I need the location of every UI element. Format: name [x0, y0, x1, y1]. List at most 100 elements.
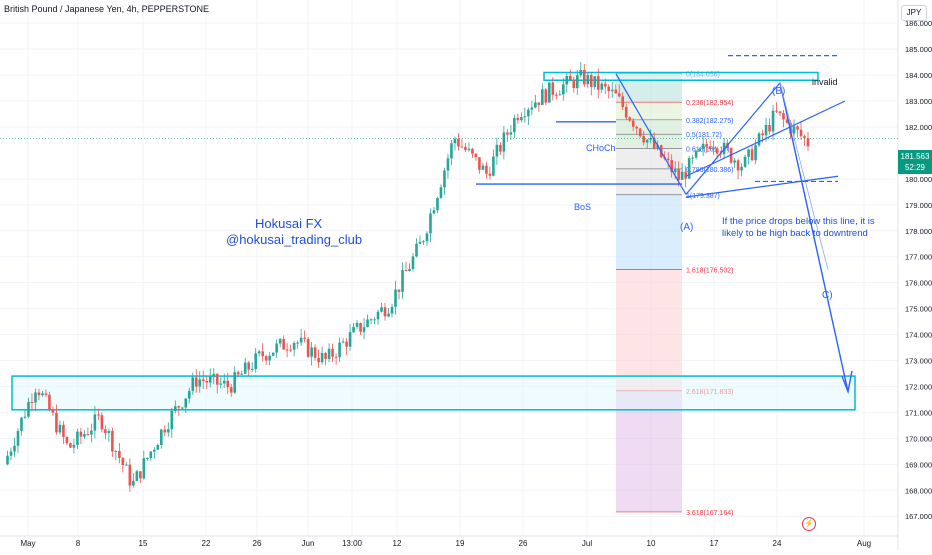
candle-body — [69, 443, 72, 448]
candle-body — [191, 377, 195, 391]
candle-body — [565, 75, 569, 85]
fib-zone — [616, 148, 682, 169]
candle-body — [670, 160, 673, 173]
fib-zone — [616, 134, 682, 149]
candle-body — [799, 129, 803, 137]
candle-body — [383, 307, 387, 317]
wave-c-projection — [779, 82, 849, 392]
price-axis-tick: 179.000 — [905, 201, 932, 210]
candle-body — [534, 102, 537, 108]
candle-body — [212, 373, 216, 377]
candle-body — [285, 349, 289, 351]
candle-body — [104, 429, 107, 434]
candle-body — [617, 93, 621, 97]
fib-zone — [616, 119, 682, 135]
candle-body — [747, 149, 750, 157]
candle-body — [156, 444, 160, 450]
candle-body — [380, 307, 383, 312]
candle-body — [139, 471, 142, 479]
candle-body — [694, 150, 698, 158]
candle-body — [48, 394, 51, 410]
price-tag-countdown: 52:29 — [904, 163, 926, 172]
candle-body — [436, 197, 439, 211]
candle-body — [443, 170, 446, 188]
candle-body — [771, 110, 775, 132]
candle-body — [128, 464, 132, 486]
candle-body — [247, 362, 250, 370]
candle-body — [782, 113, 785, 120]
candle-body — [261, 351, 264, 357]
candle-body — [338, 342, 341, 358]
candle-body — [411, 256, 415, 269]
candle-body — [628, 117, 632, 121]
candle-body — [754, 145, 757, 161]
currency-label[interactable]: JPY — [901, 5, 927, 21]
candle-body — [132, 480, 135, 486]
candle-body — [785, 119, 789, 123]
supply-zone — [543, 71, 819, 82]
choch-label: CHoCh — [586, 143, 616, 153]
candle-body — [125, 464, 128, 466]
candle-body — [712, 148, 715, 150]
candle-body — [516, 117, 520, 121]
time-axis-tick: 8 — [76, 539, 81, 548]
candle-body — [457, 138, 460, 147]
channel-upper — [685, 100, 846, 177]
price-axis-tick: 173.000 — [905, 357, 932, 366]
candle-body — [292, 343, 296, 350]
candle-body — [282, 338, 285, 350]
time-axis-tick: 19 — [456, 539, 465, 548]
candle-body — [86, 434, 90, 436]
candle-body — [187, 390, 191, 399]
fib-level-label: 0.5(181.72) — [686, 132, 722, 139]
channel-lower — [685, 175, 839, 198]
fib-zone — [616, 194, 682, 270]
wave-a-leg — [615, 73, 687, 195]
candle-body — [9, 451, 13, 456]
time-axis-tick: Aug — [857, 539, 871, 548]
fib-level-label: 0.618(181.17) — [686, 147, 730, 154]
time-axis-tick: Jul — [582, 539, 592, 548]
candle-body — [621, 96, 625, 107]
candle-body — [589, 75, 593, 87]
candle-body — [184, 398, 188, 408]
candle-body — [289, 349, 292, 351]
candle-body — [743, 156, 747, 167]
candle-body — [331, 348, 334, 357]
wave-c-alt — [779, 82, 829, 270]
fib-level-label: 0.236(182.954) — [686, 100, 733, 107]
candle-body — [278, 338, 282, 344]
candle-body — [691, 157, 694, 159]
candle-body — [775, 110, 778, 112]
price-axis-tick: 180.000 — [905, 175, 932, 184]
candle-body — [506, 132, 509, 135]
candle-body — [495, 144, 499, 157]
fib-level-label: 0.786(180.386) — [686, 167, 733, 174]
candle-body — [733, 160, 736, 163]
candle-body — [548, 82, 551, 103]
candle-body — [62, 424, 65, 438]
candle-body — [198, 379, 202, 387]
candle-body — [740, 166, 743, 171]
candle-body — [236, 372, 240, 375]
candle-body — [366, 319, 369, 328]
candle-body — [166, 429, 170, 433]
lightning-icon[interactable]: ⚡ — [802, 517, 816, 531]
price-axis-tick: 172.000 — [905, 382, 932, 391]
candle-body — [796, 126, 799, 130]
candle-body — [677, 169, 680, 180]
candle-body — [684, 171, 687, 179]
candle-body — [303, 337, 306, 339]
candle-body — [30, 402, 34, 404]
fib-level-label: 0.382(182.275) — [686, 118, 733, 125]
price-tag-value: 181.563 — [900, 152, 930, 161]
candle-body — [492, 156, 495, 176]
candle-body — [575, 75, 579, 89]
candle-body — [100, 415, 104, 430]
candle-body — [205, 380, 209, 383]
candle-body — [394, 289, 397, 307]
candle-body — [51, 409, 55, 413]
candle-body — [645, 139, 649, 143]
